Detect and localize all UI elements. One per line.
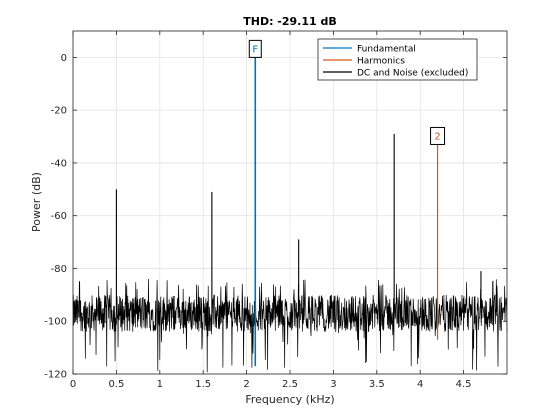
axis-ticks: 0 0.5 1 1.5 2 2.5 3 3.5 4 4.5 -120 -100 -80 -60 -40 -20… [44, 31, 507, 390]
y-tick-label: -20 [51, 106, 67, 117]
chart-title: THD: -29.11 dB [243, 15, 337, 28]
y-tick-label: 0 [61, 53, 67, 64]
legend-entry-label: Harmonics [357, 57, 405, 67]
legend: Fundamental Harmonics DC and Noise (exclud… [317, 38, 478, 81]
x-tick-label: 2 [243, 379, 249, 390]
x-tick-label: 4 [417, 379, 423, 390]
noise-trace [72, 279, 508, 373]
y-tick-label: -40 [51, 158, 67, 169]
x-tick-label: 4.5 [456, 379, 472, 390]
x-tick-label: 0.5 [108, 379, 124, 390]
legend-entry-label: DC and Noise (excluded) [357, 69, 468, 79]
x-axis-label: Frequency (kHz) [245, 393, 334, 406]
peak-markers: F2 [248, 39, 446, 145]
fundamental-marker-label: F [252, 44, 258, 55]
y-tick-label: -120 [44, 370, 67, 381]
x-tick-label: 1 [157, 379, 163, 390]
plot-traces [72, 57, 508, 373]
fundamental-marker: F [248, 39, 262, 58]
legend-entry-label: Fundamental [357, 45, 416, 55]
harmonic-marker-label: 2 [434, 131, 440, 142]
x-tick-label: 3.5 [369, 379, 385, 390]
y-tick-label: -100 [44, 317, 67, 328]
x-tick-label: 3 [330, 379, 336, 390]
y-tick-label: -80 [51, 264, 67, 275]
x-tick-label: 1.5 [195, 379, 211, 390]
x-tick-label: 2.5 [282, 379, 298, 390]
y-axis-label: Power (dB) [30, 172, 43, 232]
x-tick-label: 0 [70, 379, 76, 390]
y-tick-label: -60 [51, 211, 67, 222]
harmonic-marker: 2 [430, 126, 446, 145]
